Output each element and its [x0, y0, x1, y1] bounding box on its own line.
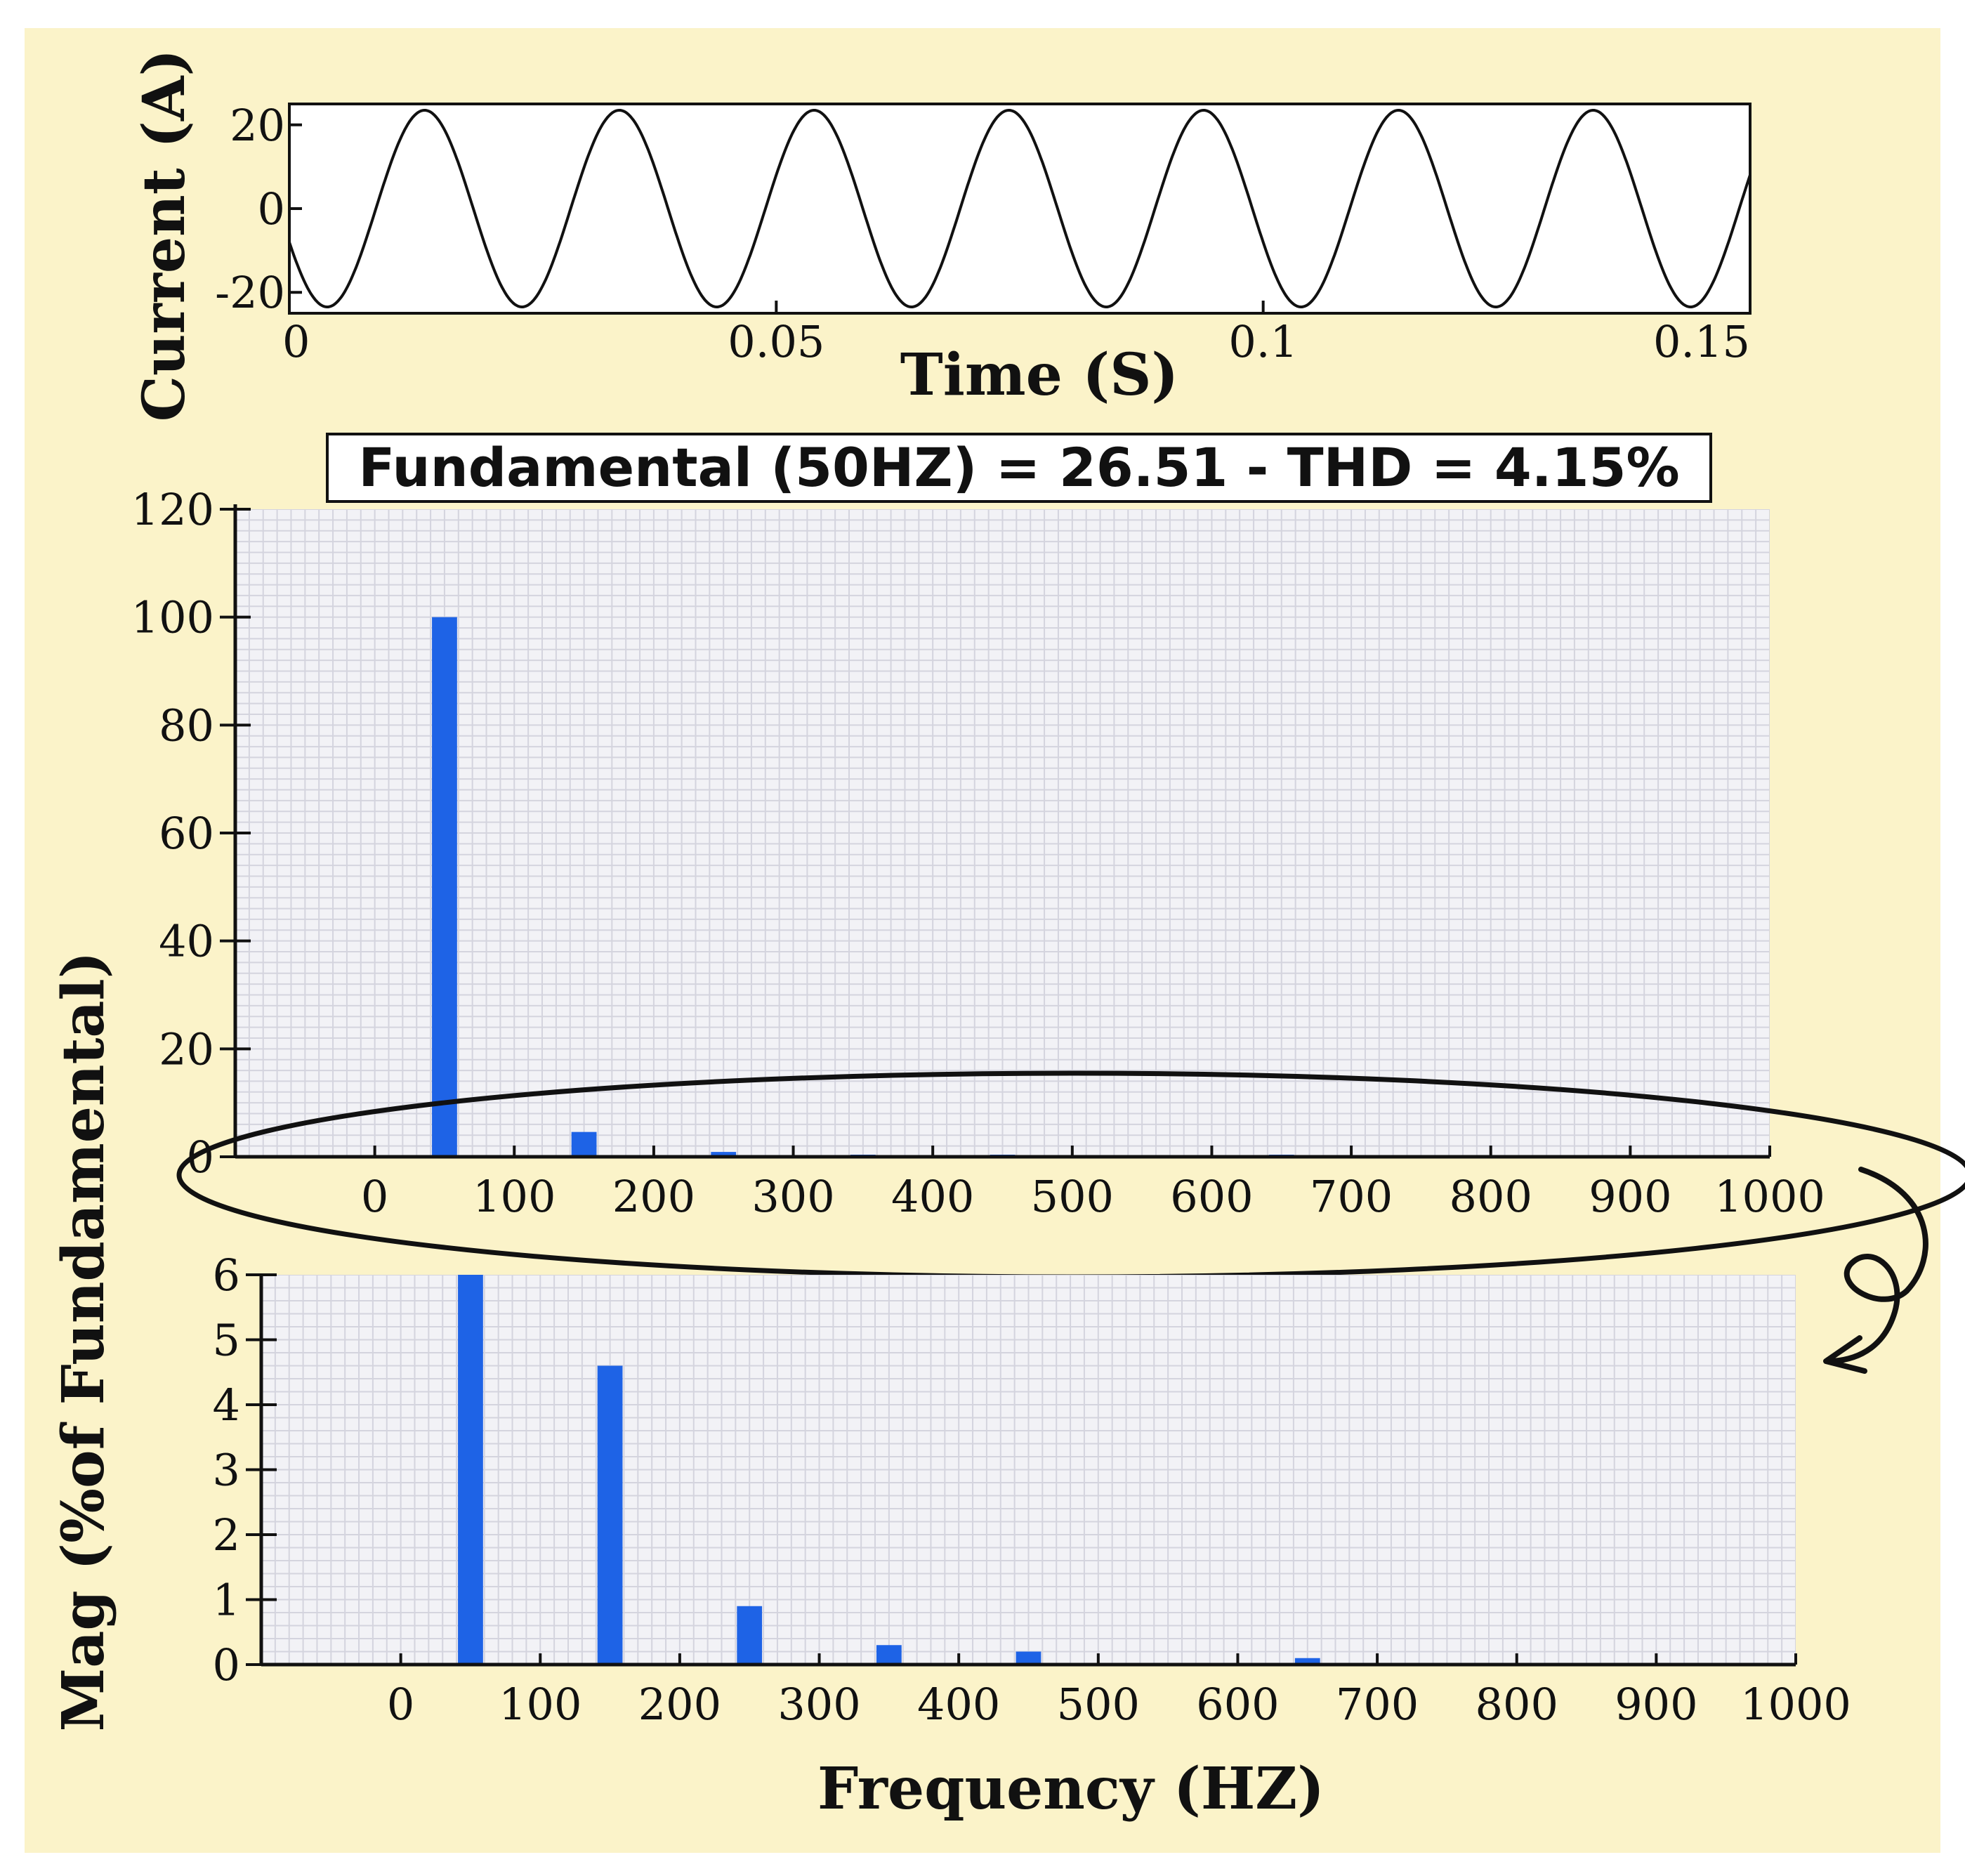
spectrum-y-axis-title: Mag (%of Fundamental): [50, 951, 117, 1731]
spectrum-zoom-bar: [737, 1606, 763, 1665]
spectrum-full-x-tick-label: 400: [891, 1171, 974, 1222]
waveform-y-ticks: 20 0 -20: [215, 100, 302, 318]
spectrum-zoom-y-tick-label: 5: [213, 1315, 240, 1366]
spectrum-full-x-tick-label: 800: [1450, 1171, 1532, 1222]
waveform-chart: 0 0.05 0.1 0.15 200-20 Time (S) Current (A): [131, 49, 1752, 422]
zoom-arrow: [1830, 1167, 1928, 1364]
spectrum-full-y-tick-label: 80: [159, 700, 214, 751]
spectrum-zoom-x-tick-label: 0: [387, 1679, 414, 1730]
spectrum-zoom-chart: 0 100 200 300 400 500 600 700 800 900 1000 6 5 4 3 2 1 0…: [213, 1249, 1851, 1823]
summary-banner-box: [326, 433, 1712, 503]
spectrum-full-grid: [235, 509, 1770, 1157]
spectrum-full-x-tick-label: 900: [1589, 1171, 1671, 1222]
spectrum-zoom-y-tick-label: 4: [213, 1379, 240, 1431]
spectrum-full-y-tick-label: 60: [159, 808, 214, 859]
spectrum-zoom-y-ticks: 6 5 4 3 2 1 0: [213, 1249, 277, 1691]
spectrum-zoom-x-axis-title: Frequency (HZ): [817, 1755, 1325, 1823]
waveform-plot-area: [288, 103, 1752, 315]
spectrum-full-x-ticks: 0 100 200 300 400 500 600 700 800 900 1000: [361, 1146, 1825, 1222]
waveform-line: [288, 109, 1752, 308]
waveform-y-tick-label: -20: [215, 267, 285, 318]
spectrum-zoom-bar: [1294, 1658, 1320, 1665]
spectrum-zoom-x-tick-label: 900: [1615, 1679, 1697, 1730]
spectrum-zoom-x-tick-label: 100: [499, 1679, 581, 1730]
spectrum-full-bar: [711, 1152, 737, 1157]
spectrum-zoom-bar: [1016, 1651, 1041, 1665]
spectrum-zoom-x-tick-label: 800: [1476, 1679, 1558, 1730]
spectrum-full-x-tick-label: 600: [1170, 1171, 1253, 1222]
spectrum-zoom-y-tick-label: 3: [213, 1445, 240, 1496]
spectrum-zoom-bar: [876, 1645, 902, 1665]
spectrum-full-y-tick-label: 20: [159, 1023, 214, 1075]
spectrum-zoom-bars: [458, 1275, 1320, 1665]
waveform-y-tick-label: 20: [230, 100, 285, 151]
spectrum-zoom-bar: [597, 1365, 623, 1665]
spectrum-zoom-x-tick-label: 200: [638, 1679, 721, 1730]
spectrum-full-x-tick-label: 700: [1310, 1171, 1393, 1222]
spectrum-zoom-bar: [458, 1275, 483, 1665]
summary-banner: Fundamental (50HZ) = 26.51 - THD = 4.15%: [326, 433, 1712, 503]
spectrum-zoom-x-tick-label: 500: [1057, 1679, 1140, 1730]
summary-banner-text: Fundamental (50HZ) = 26.51 - THD = 4.15%: [358, 436, 1679, 499]
spectrum-zoom-y-tick-label: 1: [213, 1575, 240, 1626]
spectrum-zoom-y-tick-label: 6: [213, 1249, 240, 1301]
waveform-x-axis-title: Time (S): [900, 341, 1178, 409]
spectrum-zoom-x-tick-label: 400: [917, 1679, 1000, 1730]
spectrum-zoom-x-tick-label: 1000: [1740, 1679, 1851, 1730]
spectrum-full-bar: [432, 617, 457, 1157]
spectrum-zoom-grid: [261, 1275, 1796, 1665]
spectrum-full-y-tick-label: 100: [131, 592, 214, 643]
spectrum-zoom-y-tick-label: 2: [213, 1509, 240, 1561]
spectrum-zoom-x-ticks: 0 100 200 300 400 500 600 700 800 900 1000: [387, 1653, 1851, 1730]
spectrum-full-x-tick-label: 100: [473, 1171, 556, 1222]
spectrum-zoom-y-tick-label: 0: [213, 1639, 240, 1691]
waveform-x-ticks: 0 0.05 0.1 0.15: [282, 301, 1752, 367]
waveform-x-tick-label: 0.1: [1228, 316, 1298, 367]
spectrum-full-x-tick-label: 300: [751, 1171, 834, 1222]
spectrum-full-y-tick-label: 120: [131, 484, 214, 535]
zoom-arrow-head: [1823, 1335, 1867, 1374]
spectrum-full-bar: [571, 1131, 597, 1157]
spectrum-full-x-tick-label: 1000: [1714, 1171, 1825, 1222]
spectrum-full-chart: 0 100 200 300 400 500 600 700 800 900 1000 120 100 8…: [131, 484, 1825, 1222]
waveform-x-tick-label: 0.15: [1653, 316, 1750, 367]
spectrum-zoom-x-tick-label: 700: [1336, 1679, 1419, 1730]
spectrum-full-y-tick-label: 40: [159, 916, 214, 967]
spectrum-zoom-x-tick-label: 600: [1196, 1679, 1279, 1730]
spectrum-full-x-tick-label: 500: [1031, 1171, 1114, 1222]
waveform-x-tick-label: 0: [282, 316, 310, 367]
spectrum-full-x-tick-label: 200: [612, 1171, 695, 1222]
waveform-y-axis-title: Current (A): [131, 49, 198, 422]
spectrum-full-x-tick-label: 0: [361, 1171, 388, 1222]
spectrum-zoom-x-tick-label: 300: [777, 1679, 860, 1730]
waveform-y-tick-label: 0: [258, 183, 285, 235]
waveform-x-tick-label: 0.05: [728, 316, 824, 367]
